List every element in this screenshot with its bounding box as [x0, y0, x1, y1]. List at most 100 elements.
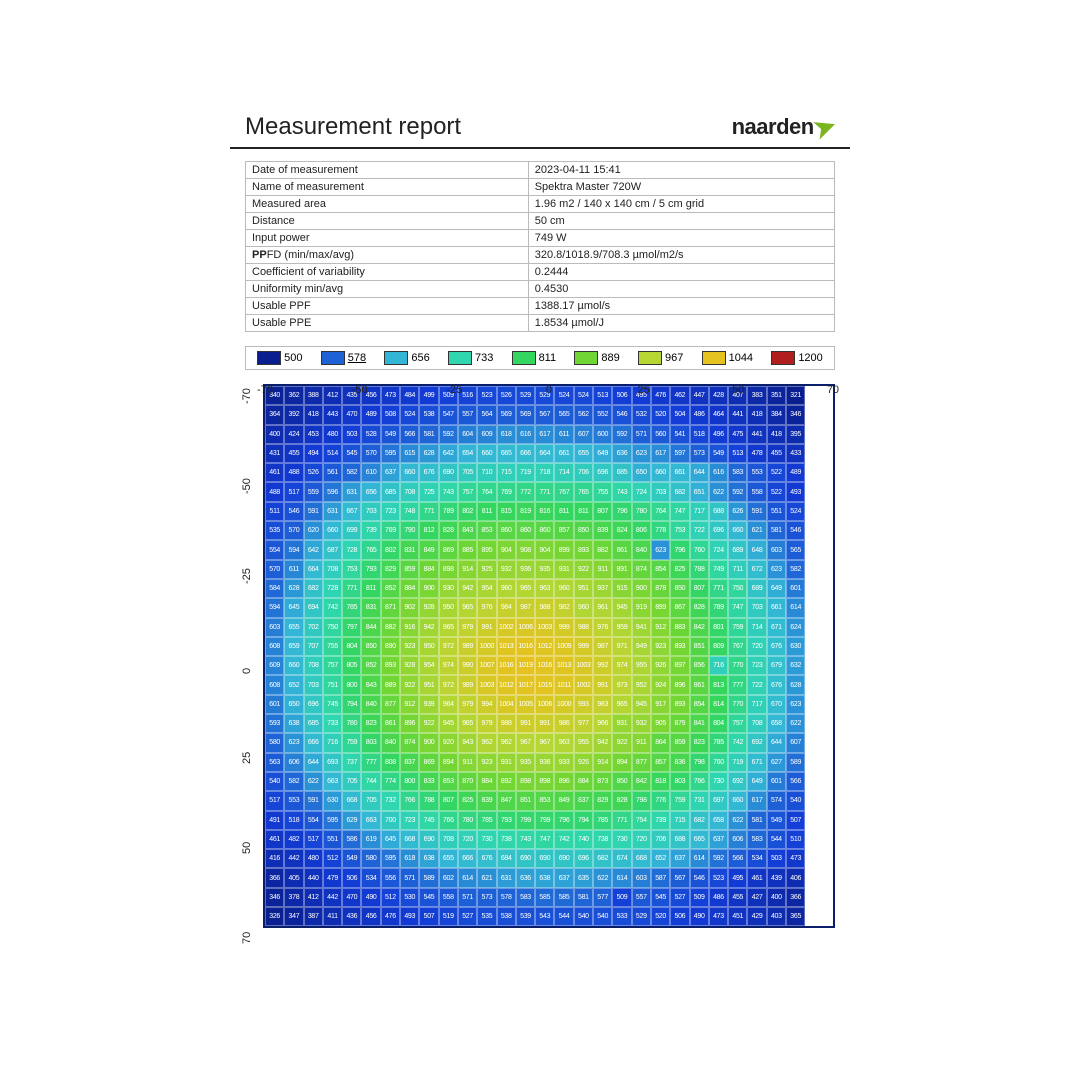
heatmap-cell: 837	[574, 791, 593, 810]
heatmap-cell: 823	[361, 714, 380, 733]
heatmap-cell: 972	[439, 675, 458, 694]
heatmap-cell: 378	[284, 888, 303, 907]
heatmap-cell: 963	[554, 733, 573, 752]
heatmap-cell: 346	[786, 405, 805, 424]
heatmap-cell: 937	[593, 579, 612, 598]
heatmap-cell: 911	[593, 560, 612, 579]
heatmap-cell: 1003	[477, 675, 496, 694]
heatmap-cell: 765	[361, 540, 380, 559]
heatmap-cell: 716	[709, 656, 728, 675]
heatmap-cell: 708	[323, 560, 342, 579]
heatmap-cell: 557	[632, 888, 651, 907]
legend-item: 1200	[771, 351, 822, 365]
heatmap-cell: 631	[342, 482, 361, 501]
heatmap-cell: 811	[477, 502, 496, 521]
heatmap-cell: 854	[690, 695, 709, 714]
heatmap-cell: 546	[284, 502, 303, 521]
heatmap-cell: 523	[477, 386, 496, 405]
heatmap-cell: 912	[400, 695, 419, 714]
heatmap-cell: 649	[747, 772, 766, 791]
heatmap-cell: 1016	[516, 637, 535, 656]
heatmap-cell: 719	[728, 753, 747, 772]
heatmap-cell: 777	[728, 675, 747, 694]
heatmap-cell: 812	[419, 521, 438, 540]
heatmap-cell: 896	[400, 714, 419, 733]
heatmap-cell: 507	[786, 811, 805, 830]
heatmap-cell: 806	[632, 521, 651, 540]
heatmap-cell: 589	[786, 753, 805, 772]
heatmap-cell: 470	[342, 405, 361, 424]
heatmap-cell: 668	[400, 830, 419, 849]
heatmap-cell: 628	[786, 675, 805, 694]
heatmap-cell: 789	[439, 502, 458, 521]
heatmap-cell: 578	[497, 888, 516, 907]
heatmap-cell: 546	[786, 521, 805, 540]
heatmap-cell: 935	[535, 560, 554, 579]
legend-item: 500	[257, 351, 302, 365]
heatmap-cell: 823	[690, 733, 709, 752]
heatmap-cell: 573	[690, 444, 709, 463]
heatmap-cell: 892	[497, 772, 516, 791]
heatmap-cell: 682	[304, 579, 323, 598]
heatmap-cell: 772	[516, 482, 535, 501]
heatmap-cell: 804	[709, 714, 728, 733]
meta-row: Usable PPE1.8534 µmol/J	[246, 315, 835, 332]
heatmap-row: 4915185545956296637007237457667807857937…	[265, 811, 833, 830]
heatmap-cell: 574	[767, 791, 786, 810]
heatmap-cell: 493	[786, 482, 805, 501]
legend-swatch	[384, 351, 408, 365]
heatmap-cell: 629	[342, 811, 361, 830]
heatmap-cell: 529	[516, 386, 535, 405]
heatmap-cell: 484	[400, 386, 419, 405]
metadata-table: Date of measurement2023-04-11 15:41Name …	[245, 161, 835, 332]
heatmap-cell: 581	[419, 425, 438, 444]
heatmap-cell: 931	[497, 753, 516, 772]
heatmap-cell: 693	[323, 753, 342, 772]
heatmap-cell: 955	[632, 656, 651, 675]
heatmap-cell: 764	[651, 502, 670, 521]
heatmap-cell: 660	[400, 463, 419, 482]
heatmap-cell: 573	[477, 888, 496, 907]
heatmap-cell: 954	[477, 579, 496, 598]
heatmap-cell: 807	[439, 791, 458, 810]
heatmap-cell: 798	[690, 753, 709, 772]
heatmap-cell: 622	[593, 868, 612, 887]
heatmap-row: 6086527037518008438899229519729891003101…	[265, 675, 833, 694]
heatmap-cell: 708	[304, 656, 323, 675]
heatmap-cell: 959	[612, 618, 631, 637]
heatmap-cell: 986	[554, 714, 573, 733]
legend-swatch	[638, 351, 662, 365]
heatmap-cell: 661	[554, 444, 573, 463]
heatmap-cell: 860	[497, 521, 516, 540]
heatmap-cell: 759	[728, 618, 747, 637]
heatmap-cell: 942	[458, 579, 477, 598]
heatmap-cell: 528	[361, 425, 380, 444]
heatmap-cell: 807	[690, 579, 709, 598]
heatmap-cell: 622	[709, 482, 728, 501]
heatmap-cell: 506	[342, 868, 361, 887]
heatmap-cell: 869	[439, 540, 458, 559]
heatmap-cell: 455	[284, 444, 303, 463]
heatmap-cell: 797	[342, 618, 361, 637]
heatmap-cell: 632	[786, 656, 805, 675]
heatmap-cell: 811	[574, 502, 593, 521]
heatmap-cell: 739	[361, 521, 380, 540]
heatmap-cell: 898	[516, 772, 535, 791]
heatmap-cell: 771	[342, 579, 361, 598]
heatmap-cell: 650	[632, 463, 651, 482]
heatmap-cell: 608	[265, 675, 284, 694]
heatmap-cell: 418	[304, 405, 323, 424]
heatmap-cell: 580	[265, 733, 284, 752]
heatmap-row: 5175535916306687057327667888078258398478…	[265, 791, 833, 810]
heatmap-cell: 583	[728, 463, 747, 482]
legend-item: 1044	[702, 351, 753, 365]
heatmap-cell: 857	[651, 753, 670, 772]
heatmap-cell: 586	[342, 830, 361, 849]
heatmap-cell: 952	[632, 675, 651, 694]
heatmap-cell: 601	[767, 772, 786, 791]
heatmap-cell: 829	[381, 560, 400, 579]
heatmap-cell: 871	[381, 598, 400, 617]
heatmap-row: 5636066446937377778088378698949119239319…	[265, 753, 833, 772]
heatmap-cell: 967	[535, 733, 554, 752]
heatmap-cell: 894	[439, 753, 458, 772]
